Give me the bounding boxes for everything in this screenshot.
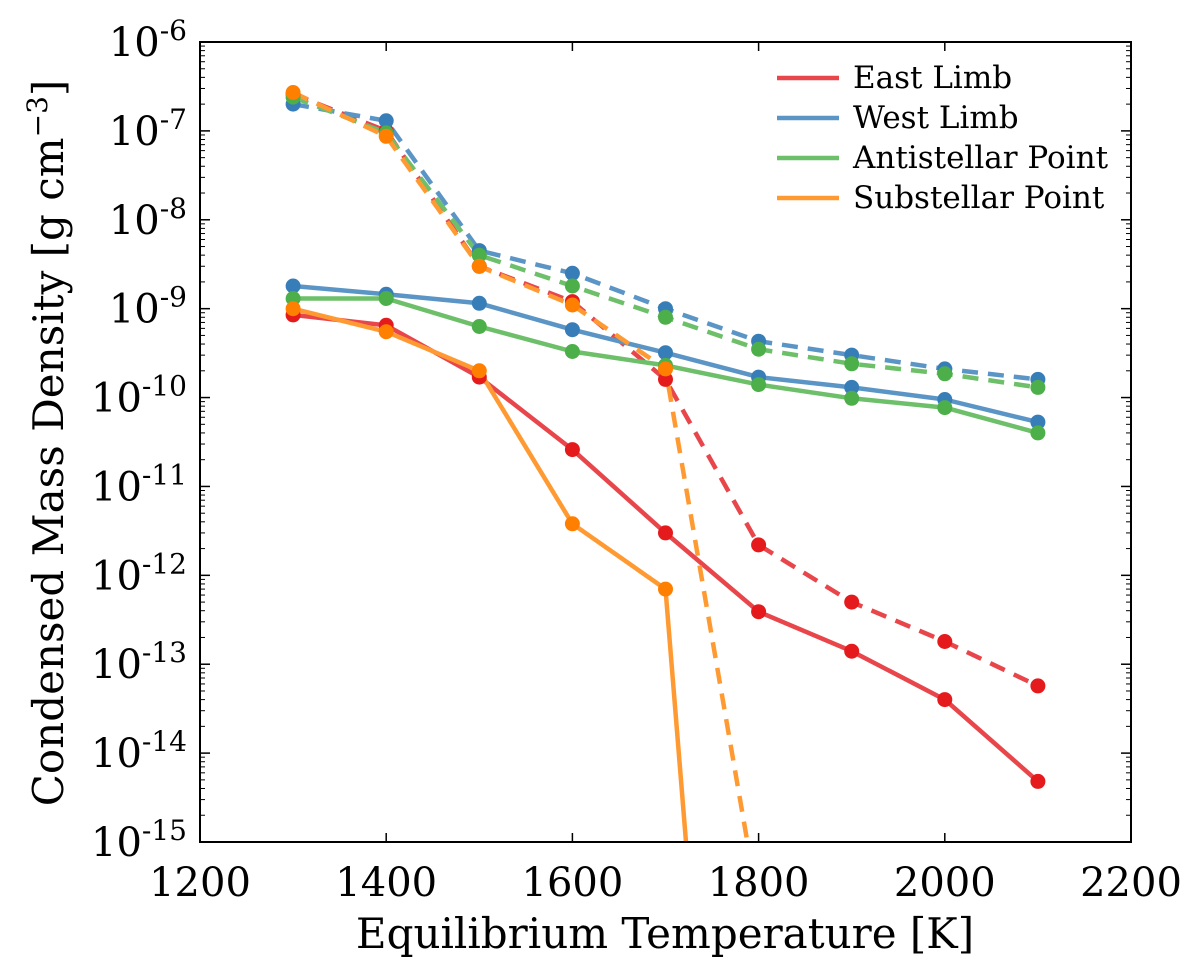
east-limb-solid-point	[844, 643, 860, 659]
substellar-point-dashed-point	[285, 85, 301, 100]
y-tick-base: 10	[91, 553, 142, 599]
east-limb-dashed-point	[1030, 678, 1046, 694]
east-limb-solid-point	[1030, 773, 1046, 789]
legend-label-antistellar-point: Antistellar Point	[852, 140, 1109, 176]
y-tick-label: 10-12	[91, 547, 187, 599]
antistellar-point-solid-point	[844, 390, 860, 406]
substellar-point-solid-point	[285, 301, 301, 317]
y-tick-label: 10-9	[109, 281, 187, 333]
x-tick-label: 1200	[149, 860, 251, 906]
west-limb-solid-point	[471, 295, 487, 311]
antistellar-point-dashed-point	[564, 278, 580, 294]
west-limb-solid-point	[564, 322, 580, 338]
y-tick-base: 10	[109, 198, 160, 244]
y-axis-label-sup: −3	[21, 96, 54, 137]
antistellar-point-dashed-point	[658, 309, 673, 325]
y-tick-exponent: -9	[160, 281, 187, 314]
x-tick-label: 2200	[1080, 860, 1182, 906]
x-axis-label: Equilibrium Temperature [K]	[356, 909, 974, 958]
east-limb-solid-point	[658, 525, 673, 541]
antistellar-point-dashed-point	[471, 247, 487, 263]
y-tick-exponent: -6	[160, 14, 187, 47]
y-axis-label-tail: ]	[24, 80, 73, 96]
y-tick-label: 10-11	[91, 458, 187, 510]
y-tick-base: 10	[91, 642, 142, 688]
substellar-point-dashed-point	[658, 361, 673, 377]
y-tick-exponent: -7	[160, 103, 187, 136]
series-layer	[285, 85, 1046, 842]
antistellar-point-dashed-point	[751, 341, 767, 357]
y-tick-label: 10-14	[91, 725, 187, 777]
y-tick-label: 10-13	[91, 636, 187, 688]
east-limb-dashed-point	[844, 594, 860, 610]
substellar-point-solid-point	[471, 363, 487, 379]
x-tick-label: 1400	[335, 860, 437, 906]
plot-frame	[199, 41, 1132, 843]
substellar-point-solid-point	[378, 324, 394, 340]
y-tick-exponent: -8	[160, 192, 187, 225]
y-tick-base: 10	[109, 109, 160, 155]
legend: East Limb West Limb Antistellar Point Subst…	[777, 60, 1109, 216]
y-tick-label: 10-15	[91, 814, 187, 866]
y-tick-label: 10-6	[109, 14, 187, 66]
y-tick-base: 10	[91, 731, 142, 777]
legend-label-east-limb: East Limb	[853, 60, 1012, 96]
west-limb-solid-point	[658, 345, 673, 361]
antistellar-point-solid-point	[751, 377, 767, 393]
y-tick-base: 10	[91, 464, 142, 510]
substellar-point-dashed-point	[564, 297, 580, 313]
east-limb-solid-point	[751, 604, 767, 620]
x-tick-label: 2000	[894, 860, 996, 906]
y-tick-exponent: -14	[142, 725, 187, 758]
west-limb-solid-point	[844, 379, 860, 395]
x-tick-label: 1600	[522, 860, 624, 906]
y-tick-exponent: -10	[142, 370, 187, 403]
y-tick-base: 10	[91, 376, 142, 422]
legend-label-west-limb: West Limb	[853, 100, 1019, 136]
antistellar-point-dashed-point	[844, 356, 860, 372]
y-tick-base: 10	[109, 20, 160, 66]
east-limb-solid-point	[937, 692, 953, 708]
antistellar-point-dashed-point	[937, 366, 953, 382]
x-tick-label: 1800	[708, 860, 810, 906]
substellar-point-dashed-point	[471, 258, 487, 274]
substellar-point-solid-point	[658, 581, 673, 597]
antistellar-point-solid-point	[471, 319, 487, 334]
substellar-point-solid-line	[292, 306, 689, 842]
y-tick-exponent: -12	[142, 547, 187, 580]
y-tick-base: 10	[109, 287, 160, 333]
east-limb-solid-point	[564, 442, 580, 458]
y-tick-exponent: -15	[142, 814, 187, 847]
labels-layer: 1200 1400 1600 1800 2000 220010-610-710-810-9…	[91, 14, 1182, 906]
legend-label-substellar-point: Substellar Point	[853, 180, 1105, 216]
east-limb-dashed-point	[658, 371, 673, 387]
substellar-point-dashed-point	[378, 128, 394, 144]
y-tick-base: 10	[91, 820, 142, 866]
west-limb-solid-point	[285, 278, 301, 294]
antistellar-point-solid-point	[937, 400, 953, 416]
west-limb-dashed-point	[564, 265, 580, 281]
y-axis-label: Condensed Mass Density [g cm−3]	[21, 80, 73, 807]
y-tick-label: 10-7	[109, 103, 187, 155]
y-tick-label: 10-10	[91, 370, 187, 422]
y-axis-label-main: Condensed Mass Density [g cm	[24, 137, 73, 806]
y-tick-exponent: -11	[142, 458, 187, 491]
y-tick-label: 10-8	[109, 192, 187, 244]
west-limb-solid-point	[1030, 414, 1046, 430]
substellar-point-solid-point	[564, 516, 580, 532]
y-tick-exponent: -13	[142, 636, 187, 669]
east-limb-dashed-point	[937, 634, 953, 649]
west-limb-dashed-point	[378, 113, 394, 129]
substellar-point-dashed-line	[292, 90, 750, 842]
antistellar-point-solid-point	[1030, 425, 1046, 441]
antistellar-point-solid-point	[378, 291, 394, 306]
antistellar-point-solid-point	[564, 344, 580, 359]
east-limb-dashed-point	[751, 537, 767, 553]
antistellar-point-dashed-point	[1030, 379, 1046, 395]
